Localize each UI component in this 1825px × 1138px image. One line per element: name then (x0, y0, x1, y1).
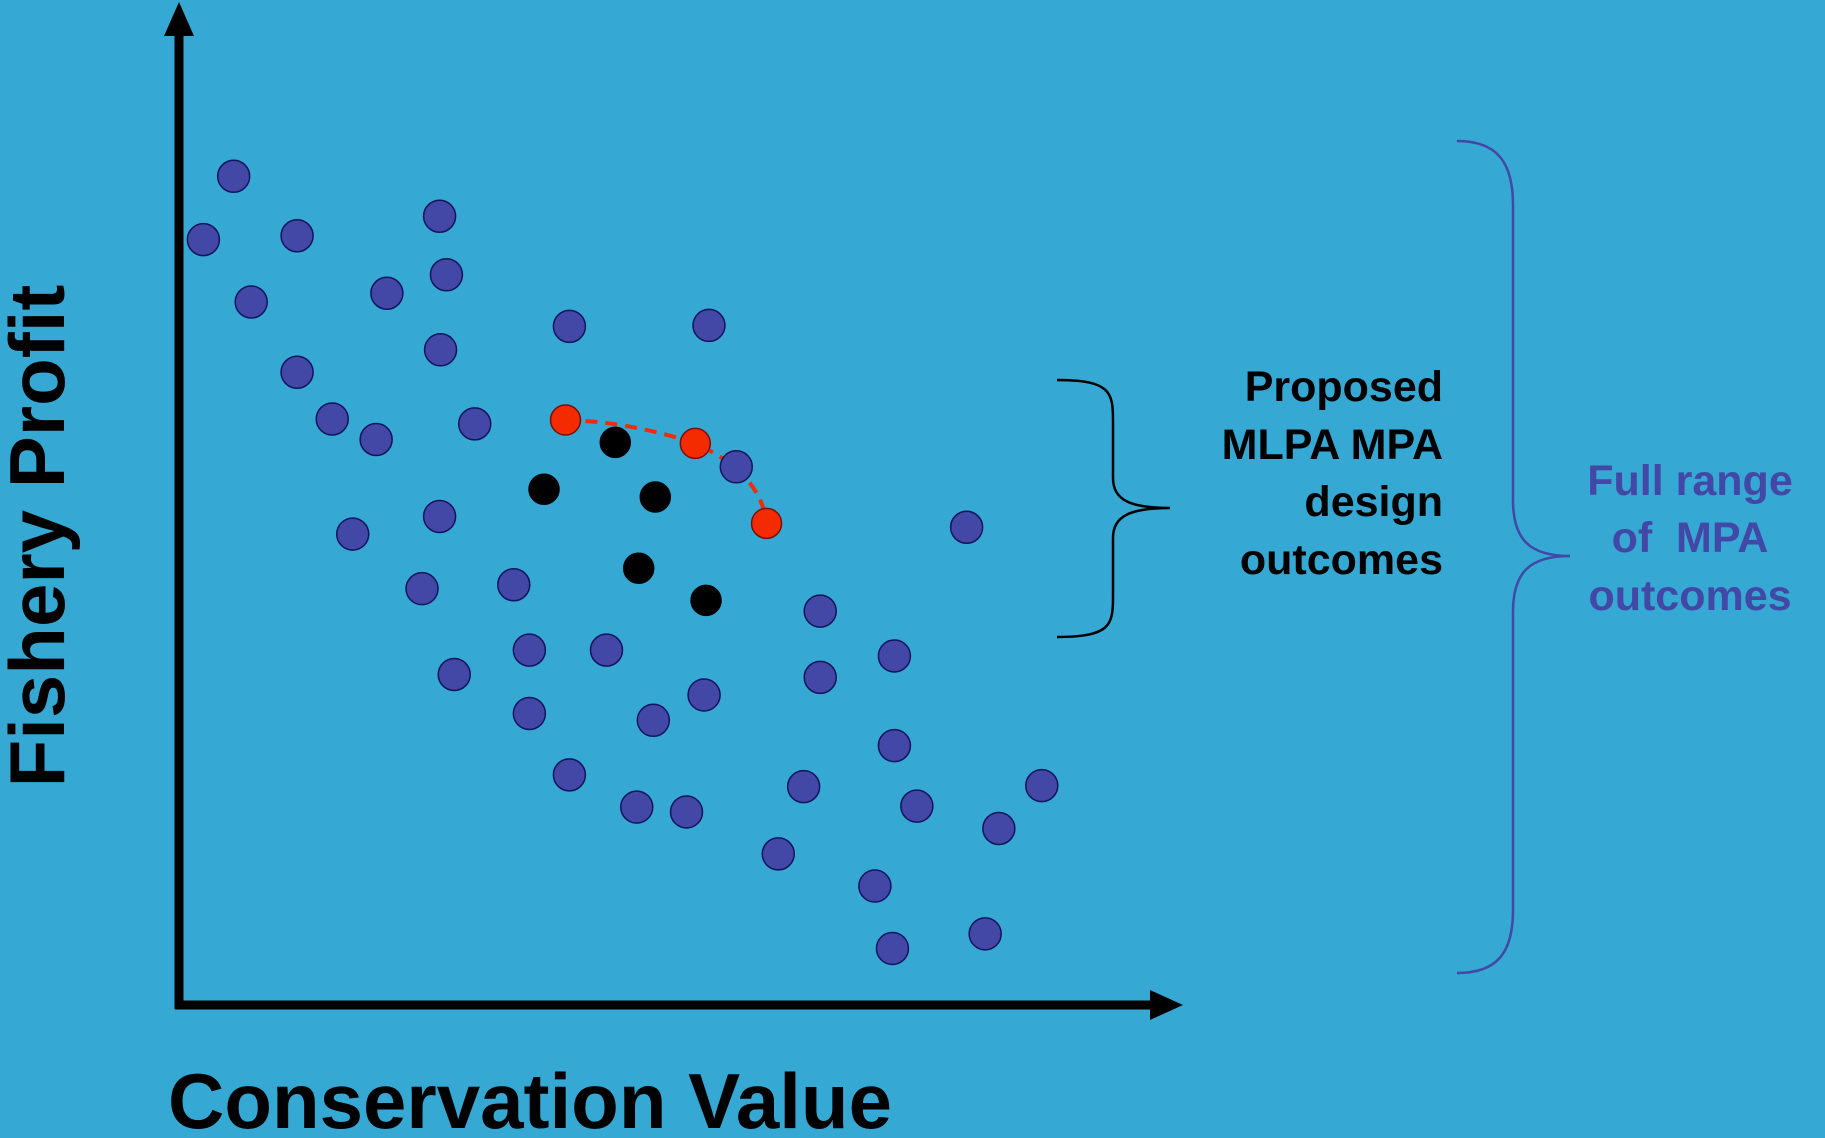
outcome-point (982, 811, 1016, 846)
outcome-point (429, 257, 464, 292)
outcome-point (405, 571, 439, 606)
points-layer (186, 159, 1059, 966)
outcome-point (786, 769, 821, 804)
frontier-point (679, 427, 712, 460)
outcome-point (875, 931, 910, 966)
outcome-point (619, 790, 654, 824)
outcome-point (280, 218, 314, 253)
axes (164, 2, 1183, 1020)
outcome-point (803, 594, 837, 628)
frontier-point (750, 507, 783, 540)
full-range-label-line: Full range (1587, 457, 1792, 505)
outcome-point (636, 703, 671, 738)
outcome-point (280, 355, 314, 389)
outcome-point (687, 678, 721, 712)
full-range-bracket (1456, 139, 1571, 975)
full-range-label: Full range of MPA outcomes (1587, 457, 1792, 620)
outcome-point (968, 917, 1002, 951)
outcome-point (437, 657, 471, 692)
outcome-point (422, 499, 457, 534)
outcome-point (719, 450, 754, 484)
outcome-point (552, 309, 587, 344)
outcome-point (877, 639, 912, 673)
proposed-outcomes-label: Proposed MLPA MPA design outcomes (1222, 363, 1443, 584)
outcome-point (803, 660, 837, 695)
proposed-label-line: MLPA MPA (1222, 421, 1443, 469)
outcome-point (552, 758, 587, 792)
proposed-label-line: Proposed (1245, 363, 1443, 411)
outcome-point (512, 696, 547, 731)
outcome-point (1025, 768, 1059, 803)
outcome-point (335, 517, 370, 551)
outcome-point (315, 402, 349, 436)
full-range-label-line: of MPA (1612, 514, 1769, 562)
outcome-point (512, 633, 547, 667)
outcome-point (692, 308, 726, 343)
proposed-design-point (599, 426, 632, 459)
outcome-point (216, 159, 251, 193)
y-axis-label: Fishery Profit (0, 285, 81, 788)
outcome-point (497, 568, 531, 602)
proposed-label-line: design (1304, 478, 1443, 526)
outcome-point (359, 422, 393, 457)
proposed-label-line: outcomes (1240, 536, 1443, 584)
proposed-design-point (639, 481, 672, 513)
outcome-point (761, 837, 796, 871)
full-range-label-line: outcomes (1588, 572, 1791, 620)
frontier-point (549, 404, 582, 436)
outcome-point (370, 276, 404, 310)
outcome-point (858, 869, 892, 903)
outcome-point (457, 407, 492, 441)
proposed-design-point (622, 552, 655, 584)
outcome-point (234, 285, 268, 319)
outcome-point (423, 333, 458, 367)
x-axis-arrowhead (1150, 990, 1183, 1020)
outcome-point (900, 789, 934, 823)
outcome-point (949, 510, 984, 544)
outcome-point (186, 222, 221, 257)
outcome-point (669, 795, 704, 829)
outcome-point (589, 633, 624, 667)
proposed-design-point (528, 473, 560, 505)
x-axis-label: Conservation Value (168, 1057, 892, 1138)
proposed-design-point (690, 584, 722, 617)
proposed-outcomes-bracket (1056, 378, 1171, 639)
outcome-point (422, 199, 457, 233)
y-axis-arrowhead (164, 2, 194, 36)
outcome-point (877, 728, 912, 763)
